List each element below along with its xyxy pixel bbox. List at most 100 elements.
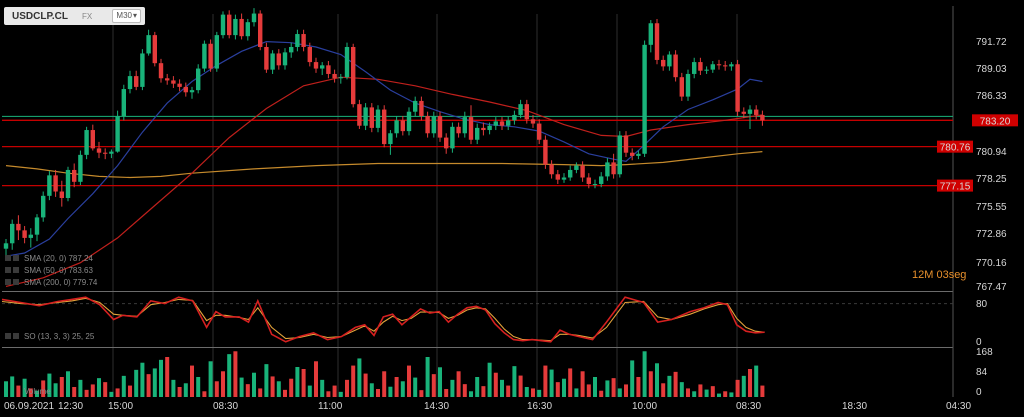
candle-body [227,14,232,36]
price-level-badge [937,179,973,192]
price-tick-label: 789.03 [976,64,1007,75]
volume-bar [710,386,715,397]
candlestick [716,59,722,70]
candle-body [28,234,33,238]
volume-bar [53,383,58,397]
candle-body [754,109,759,115]
candle-body [456,126,461,134]
indicator-legend: SMA (20, 0) 787.24 [24,254,93,263]
candlestick [264,42,269,73]
candlestick [78,150,83,186]
volume-bar [686,388,690,397]
candle-body [723,65,728,67]
volume-bar [276,381,281,397]
volume-bar [605,380,610,397]
candle-body [735,64,740,112]
candle-body [611,162,616,175]
timeframe-dropdown[interactable]: M30 ▾ [112,9,141,23]
volume-bar [760,385,765,397]
volume-bar [698,384,703,397]
candle-body [320,65,325,69]
time-tick-label: 15:00 [108,401,133,412]
candle-body [326,65,331,74]
volume-bar [283,389,287,397]
candlestick [592,179,598,189]
candlestick [357,99,362,129]
candle-body [685,73,691,97]
candle-body [710,64,715,70]
candlestick-series [3,8,765,259]
candlestick [580,161,585,182]
candlestick [518,99,523,119]
candlestick [276,49,281,70]
candle-body [375,109,381,128]
candle-body [592,183,598,185]
candle-body [475,127,480,140]
volume-bar [128,385,132,397]
candlestick [487,122,492,135]
price-level-label: 780.76 [940,143,971,154]
candlestick [165,73,170,85]
volume-bar [270,376,275,397]
volume-legend: Volume [24,387,51,396]
volume-bar [450,379,455,397]
time-tick-label: 06.09.2021 [4,401,54,412]
stoch-legend: SO (13, 3, 3) 25, 25 [24,332,95,341]
price-tick-label: 772.86 [976,229,1007,240]
candlestick [96,141,102,159]
volume-bar [648,371,653,397]
volume-bar [469,391,473,397]
candle-body [363,107,368,126]
candle-body [704,69,709,71]
candlestick [146,29,151,56]
candlestick [419,96,424,121]
indicator-legends: SMA (20, 0) 787.24 SMA (50, 0) 783.63 SMA … [5,254,98,396]
chart-axes: 791.72 789.03 786.33 780.94 778.25 775.55 772.… [4,37,1007,412]
volume-bar [500,379,504,397]
candlestick [270,50,275,74]
volume-bar [307,385,312,397]
candle-body [96,148,102,153]
candlestick [747,105,753,129]
price-levels: 783.20 780.76 777.15 [2,114,1018,193]
volume-bar [140,362,145,397]
candlestick [196,64,201,94]
volume-bar [673,371,678,397]
candle-body [673,54,678,78]
volume-bar [97,378,101,397]
candle-body [617,135,622,175]
volume-bar [723,391,728,397]
candle-body [289,46,294,53]
volume-bar [537,389,542,397]
candlestick [698,57,703,76]
candle-body [78,154,83,182]
candlestick [468,105,474,145]
candlestick [208,39,213,72]
volume-bar [741,375,746,397]
candle-body [506,120,511,126]
moving-average-lines [5,40,763,287]
candle-body [605,162,610,177]
candlestick [134,70,139,91]
candle-body [171,80,176,84]
candle-body [654,23,660,60]
candle-body [518,104,523,115]
price-tick-label: 791.72 [976,37,1007,48]
candle-body [394,120,399,134]
volume-bar [407,365,411,397]
candle-body [487,125,492,131]
candlestick [611,153,616,179]
volume-bar [47,373,52,397]
symbol-selector[interactable]: USDCLP.CL FX M30 ▾ [4,7,145,25]
candlestick [282,48,288,70]
candle-body [115,116,120,152]
candle-body [667,54,672,67]
candle-body [239,18,244,37]
candle-body [530,119,536,124]
candlestick [72,163,77,188]
candlestick [90,124,95,151]
volume-bar [444,389,449,397]
volume-bar [202,391,207,397]
candle-body [524,104,529,120]
